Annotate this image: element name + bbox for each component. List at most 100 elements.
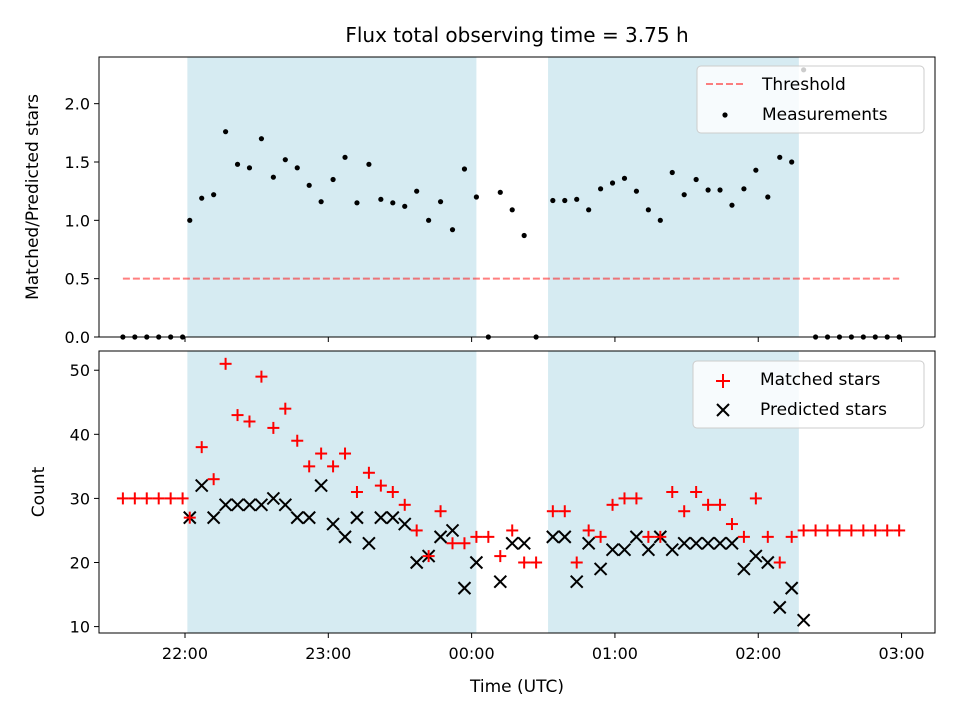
predicted-marker-stroke (314, 478, 328, 493)
matched-star-marker (243, 415, 256, 428)
matched-star-marker (690, 486, 703, 498)
matched-star-marker (494, 550, 507, 563)
matched-star-marker (642, 530, 655, 543)
measurement-point (657, 217, 663, 223)
measurement-point (402, 203, 408, 209)
measurement-point (609, 180, 616, 186)
measurement-point (741, 186, 747, 192)
matched-star-marker (506, 524, 519, 537)
predicted-marker-stroke (617, 542, 632, 557)
matched-star-marker (833, 524, 846, 537)
matched-star-marker (785, 530, 798, 543)
matched-star-marker (231, 409, 244, 422)
predicted-marker-stroke (629, 530, 644, 544)
measurement-point (342, 154, 348, 160)
predicted-marker-stroke (398, 517, 412, 531)
matched-star-marker (164, 492, 177, 505)
predicted-star-marker (493, 575, 507, 589)
matched-star-marker (618, 492, 631, 505)
predicted-marker-stroke (505, 536, 519, 550)
measurement-point (234, 161, 241, 167)
shaded-interval-1 (187, 57, 477, 337)
predicted-star-marker (737, 562, 751, 576)
predicted-marker-stroke (278, 498, 293, 512)
measurement-point (461, 166, 468, 172)
matched-star-marker (152, 492, 165, 505)
x-tick-label: 23:00 (305, 644, 351, 663)
matched-star-marker (518, 556, 531, 569)
top-x-ticks (184, 337, 903, 342)
x-tick-label: 01:00 (592, 644, 638, 663)
matched-star-marker (570, 556, 583, 569)
predicted-marker-stroke (689, 536, 703, 550)
measurement-point (282, 157, 288, 163)
y-tick-label: 2.0 (65, 95, 90, 114)
matched-star-marker (398, 498, 411, 511)
y-tick-label: 40 (70, 425, 90, 444)
y-tick-label: 0.5 (65, 270, 90, 289)
measurement-point (753, 167, 759, 173)
matched-star-marker (678, 505, 691, 518)
predicted-marker-stroke (570, 575, 584, 589)
predicted-star-marker (242, 498, 257, 512)
predicted-star-marker (629, 530, 644, 544)
matched-star-marker (386, 486, 399, 498)
predicted-star-marker (505, 536, 519, 550)
measurement-point (318, 199, 324, 205)
predicted-marker-stroke (362, 536, 376, 550)
measurement-point (729, 202, 735, 208)
matched-star-marker (666, 486, 679, 498)
measurement-point (705, 187, 711, 193)
predicted-marker-stroke (665, 542, 679, 557)
y-tick-label: 1.5 (65, 153, 90, 172)
matched-star-marker (267, 421, 280, 434)
matched-star-marker (558, 505, 571, 518)
predicted-star-marker (713, 536, 727, 550)
x-axis-label: Time (UTC) (469, 677, 564, 697)
measurement-point (717, 187, 723, 193)
matched-star-marker (470, 530, 483, 543)
predicted-marker-stroke (593, 562, 608, 576)
predicted-marker-stroke (338, 530, 352, 544)
measurement-point (621, 175, 628, 181)
matched-star-marker (176, 492, 189, 505)
predicted-marker-stroke (266, 491, 281, 506)
top-axes-frame (98, 56, 936, 338)
matched-star-marker (654, 530, 667, 543)
measurement-point (645, 207, 651, 213)
matched-star-marker (714, 498, 727, 511)
measurement-point (270, 174, 276, 180)
matched-star-marker (140, 492, 153, 505)
top-y-axis-label: Matched/Predicted stars (23, 94, 43, 300)
predicted-marker-stroke (517, 536, 531, 550)
matched-star-marker (869, 524, 882, 537)
bottom-legend: Matched stars Predicted stars (692, 360, 925, 429)
measurement-point (669, 169, 675, 176)
predicted-marker-stroke (713, 536, 727, 550)
predicted-marker-stroke (218, 498, 233, 512)
predicted-marker-stroke (445, 523, 460, 538)
predicted-star-marker (266, 491, 281, 506)
predicted-star-marker (278, 498, 293, 512)
top-panel: 0.00.51.01.52.0 Matched/Predicted stars … (23, 56, 936, 347)
predicted-marker-stroke (290, 510, 304, 525)
matched-star-marker (606, 498, 619, 511)
matched-star-marker (482, 530, 495, 543)
matched-star-marker (761, 530, 774, 543)
predicted-marker-stroke (558, 530, 572, 544)
measurement-point (199, 195, 205, 201)
predicted-star-marker (546, 530, 560, 544)
measurement-point (187, 217, 193, 223)
measurement-point (246, 165, 253, 171)
predicted-marker-stroke (457, 581, 472, 595)
x-tick-label: 00:00 (449, 644, 495, 663)
predicted-star-marker (665, 542, 679, 557)
top-legend: Threshold Measurements (696, 65, 925, 134)
predicted-star-marker (254, 498, 269, 512)
matched-star-marker (821, 524, 834, 537)
predicted-marker-stroke (701, 536, 715, 550)
measurement-point (390, 200, 396, 206)
matched-star-marker (702, 498, 715, 511)
measurement-point (473, 194, 479, 200)
measurement-point (414, 188, 420, 194)
